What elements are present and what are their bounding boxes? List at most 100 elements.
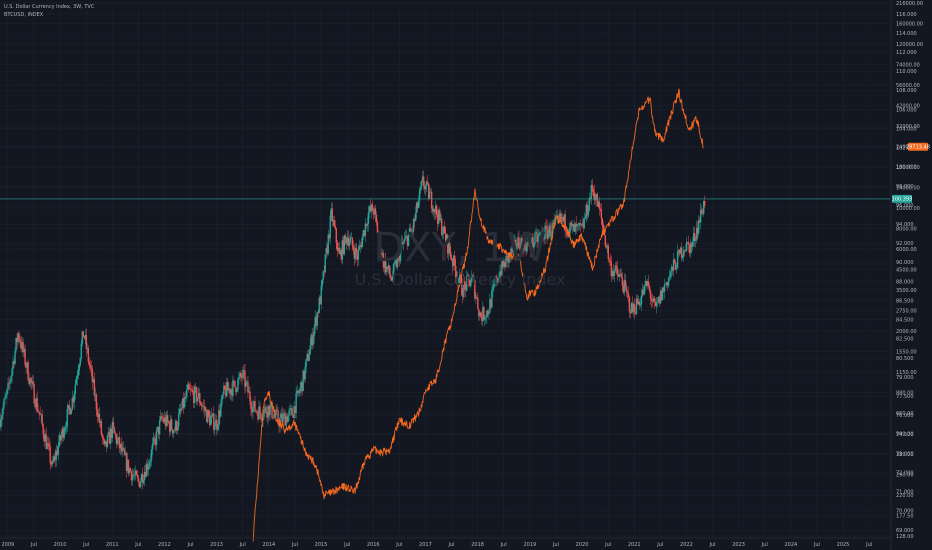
x-tick-label: 2023: [732, 542, 745, 548]
dxy-candle: [474, 279, 476, 299]
dxy-candle: [535, 232, 537, 234]
dxy-candle: [604, 235, 607, 246]
dxy-candle: [283, 413, 285, 415]
dxy-candle: [281, 413, 283, 422]
dxy-candle: [148, 462, 151, 467]
dxy-candle: [543, 238, 545, 240]
dxy-candle: [38, 411, 40, 414]
dxy-candle: [315, 317, 317, 326]
dxy-candle: [364, 223, 367, 236]
dxy-candle: [70, 409, 72, 415]
dxy-candle: [149, 459, 152, 463]
dxy-candle: [168, 422, 171, 432]
dxy-candle: [192, 390, 194, 392]
y-tick-label: 112.000: [896, 50, 917, 56]
dxy-candle: [115, 435, 118, 444]
dxy-candle: [600, 209, 602, 218]
dxy-candle: [190, 389, 192, 390]
dxy-candle: [445, 233, 447, 242]
dxy-candle: [146, 463, 149, 470]
btc-line: [252, 88, 704, 542]
dxy-candle: [648, 285, 651, 291]
dxy-candle: [288, 410, 290, 416]
dxy-candle: [153, 437, 156, 439]
dxy-candle: [609, 259, 612, 263]
dxy-candle: [99, 421, 102, 423]
dxy-candle: [395, 260, 398, 268]
dxy-candle: [304, 366, 306, 380]
dxy-candle: [528, 239, 530, 244]
dxy-candle: [369, 206, 372, 212]
dxy-candle: [126, 459, 129, 471]
dxy-candle: [682, 250, 685, 256]
dxy-candle: [209, 415, 211, 426]
dxy-candle: [355, 247, 358, 254]
x-tick-label: 2011: [106, 542, 119, 548]
dxy-candle: [412, 219, 415, 232]
dxy-candle: [522, 241, 524, 251]
dxy-candle: [677, 249, 680, 252]
dxy-candle: [389, 274, 392, 278]
dxy-candle: [403, 239, 406, 243]
dxy-candle: [452, 260, 454, 266]
dxy-candle: [596, 194, 598, 207]
dxy-candle: [66, 409, 68, 427]
dxy-candle: [527, 242, 529, 244]
dxy-candle: [218, 410, 220, 427]
dxy-candle: [88, 361, 91, 365]
dxy-candle: [339, 250, 342, 255]
dxy-candle: [166, 414, 169, 422]
dxy-candle: [392, 264, 395, 277]
x-tick-label: Jul: [30, 542, 37, 548]
dxy-candle: [459, 274, 461, 281]
dxy-candle: [409, 228, 412, 232]
dxy-candle: [378, 235, 381, 237]
dxy-candle: [701, 212, 704, 214]
dxy-candle: [24, 348, 26, 365]
dxy-candle: [227, 381, 229, 391]
dxy-candle: [506, 255, 508, 257]
dxy-candle: [332, 220, 334, 222]
y-tick-label: 69.000: [896, 528, 914, 534]
dxy-candle: [158, 420, 161, 435]
dxy-candle: [386, 266, 389, 270]
dxy-candle: [16, 337, 18, 342]
dxy-candle: [75, 378, 77, 385]
dxy-candle: [524, 237, 526, 247]
dxy-candle: [183, 398, 185, 408]
dxy-candle: [503, 262, 505, 267]
y-tick-label: 70.000: [896, 509, 914, 515]
dxy-candle: [565, 230, 567, 232]
dxy-candle: [421, 176, 424, 181]
dxy-candle: [293, 406, 295, 418]
dxy-candle: [105, 440, 108, 448]
dxy-candle: [271, 402, 273, 418]
dxy-candle: [702, 200, 705, 214]
dxy-candle: [448, 242, 450, 254]
dxy-candle: [488, 313, 490, 315]
dxy-candle: [177, 413, 180, 427]
dxy-candle: [113, 427, 116, 433]
dxy-candle: [603, 230, 606, 236]
dxy-candle: [472, 275, 474, 277]
dxy-candle: [309, 345, 311, 355]
dxy-candle: [72, 397, 74, 403]
dxy-candle: [127, 459, 130, 474]
dxy-candle: [333, 220, 335, 226]
legend-btc[interactable]: BTCUSD, INDEX: [4, 12, 44, 18]
dxy-candle: [695, 227, 698, 239]
dxy-candle: [684, 250, 687, 252]
dxy-candle: [457, 277, 459, 284]
dxy-candle: [6, 389, 8, 395]
dxy-candle: [470, 282, 472, 287]
dxy-candle: [669, 271, 672, 277]
dxy-candle: [222, 394, 224, 396]
dxy-candle: [455, 265, 457, 278]
dxy-candle: [106, 435, 109, 448]
dxy-candle: [558, 216, 560, 219]
legend-dxy[interactable]: U.S. Dollar Currency Index, 3W, TVC: [4, 4, 95, 10]
y-tick-label: 116.000: [896, 12, 917, 18]
dxy-candle: [67, 405, 69, 410]
dxy-candle: [135, 470, 138, 476]
